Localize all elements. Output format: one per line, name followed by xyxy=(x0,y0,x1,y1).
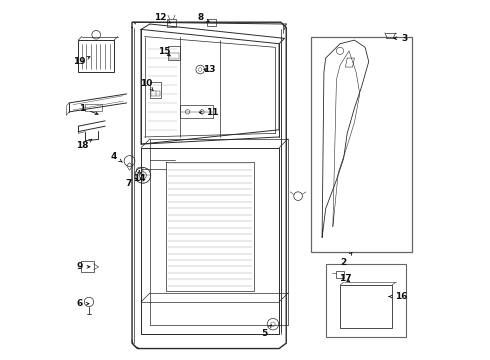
Text: 15: 15 xyxy=(158,47,171,56)
Text: 10: 10 xyxy=(140,79,153,91)
Text: 17: 17 xyxy=(339,274,352,283)
Text: 7: 7 xyxy=(125,178,138,188)
Bar xyxy=(150,82,161,98)
Text: 16: 16 xyxy=(389,292,407,301)
Text: 6: 6 xyxy=(76,299,89,308)
Bar xyxy=(151,91,160,96)
Text: 4: 4 xyxy=(111,152,122,162)
Text: 1: 1 xyxy=(79,104,98,114)
Bar xyxy=(78,40,114,72)
Text: 14: 14 xyxy=(133,171,146,183)
Bar xyxy=(81,261,94,272)
Bar xyxy=(340,285,392,328)
Text: 3: 3 xyxy=(394,34,408,43)
Text: 2: 2 xyxy=(341,252,352,267)
Text: 8: 8 xyxy=(197,13,209,22)
Text: 5: 5 xyxy=(262,325,271,338)
Text: 18: 18 xyxy=(75,139,92,150)
Text: 11: 11 xyxy=(199,108,219,117)
Bar xyxy=(167,19,176,27)
Bar xyxy=(326,264,406,337)
Text: 19: 19 xyxy=(73,57,90,66)
Bar xyxy=(85,104,101,111)
Bar xyxy=(311,37,412,252)
Bar xyxy=(180,105,213,118)
Text: 9: 9 xyxy=(76,262,90,271)
Bar xyxy=(168,45,180,60)
Text: 13: 13 xyxy=(203,65,216,74)
Text: 12: 12 xyxy=(154,13,171,23)
Bar xyxy=(169,53,179,59)
Bar xyxy=(207,19,216,26)
Bar xyxy=(336,271,344,278)
